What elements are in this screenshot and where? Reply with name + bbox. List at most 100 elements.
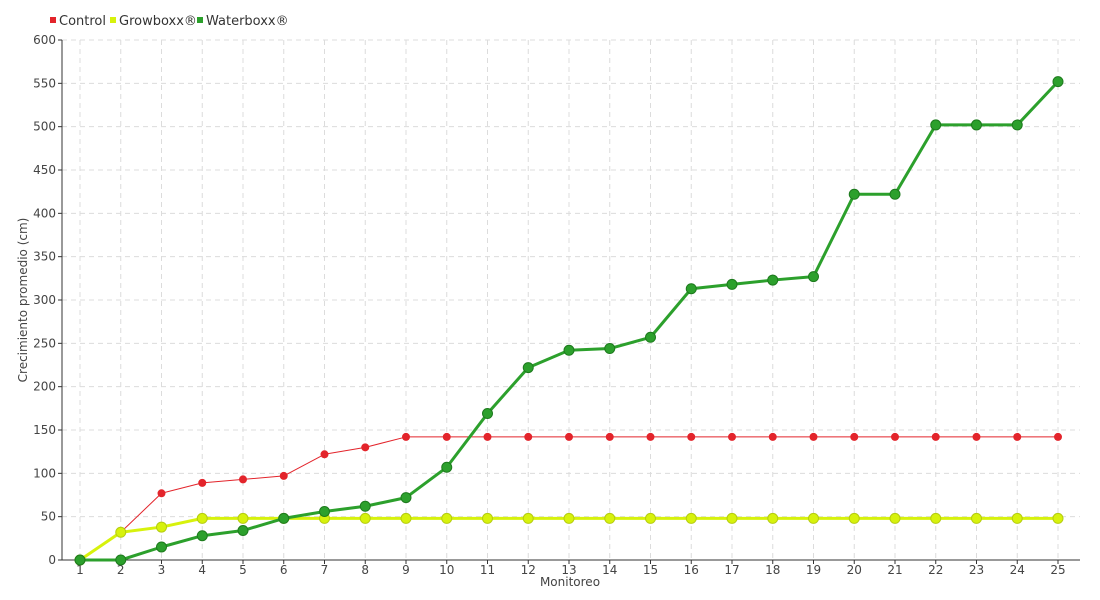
data-point <box>889 512 901 524</box>
data-point <box>848 512 860 524</box>
data-point <box>767 274 779 286</box>
data-point <box>156 541 167 553</box>
series-waterboxx <box>74 76 1064 566</box>
data-point <box>522 512 534 524</box>
data-point <box>726 512 738 524</box>
data-point <box>482 408 493 420</box>
data-point <box>971 512 982 524</box>
y-tick-label: 450 <box>33 163 56 177</box>
data-point <box>891 432 899 441</box>
data-point <box>359 500 371 512</box>
data-point <box>808 271 819 283</box>
legend-label: Waterboxx® <box>206 14 289 29</box>
x-tick-label: 1 <box>76 563 84 577</box>
x-tick-label: 8 <box>361 563 369 577</box>
data-point <box>319 505 330 517</box>
x-tick-label: 7 <box>321 563 329 577</box>
data-point <box>522 362 534 374</box>
y-axis-title: Crecimiento promedio (cm) <box>16 218 30 383</box>
x-tick-label: 3 <box>158 563 166 577</box>
x-tick-label: 9 <box>402 563 410 577</box>
data-point <box>930 119 942 131</box>
x-tick-label: 5 <box>239 563 247 577</box>
data-point <box>646 432 655 441</box>
x-tick-label: 20 <box>847 563 862 577</box>
data-point <box>359 512 371 524</box>
data-point <box>237 525 249 537</box>
data-point <box>687 432 696 441</box>
data-point <box>685 283 697 295</box>
x-tick-label: 15 <box>643 563 658 577</box>
data-point <box>1011 119 1023 131</box>
data-point <box>971 119 982 131</box>
data-point <box>931 432 940 441</box>
data-point <box>196 512 208 524</box>
legend-item-growboxx[interactable]: Growboxx® <box>110 14 197 29</box>
data-point <box>726 278 738 290</box>
y-tick-label: 200 <box>33 380 56 394</box>
x-tick-label: 2 <box>117 563 125 577</box>
data-point <box>728 432 736 441</box>
x-tick-label: 25 <box>1050 563 1065 577</box>
x-tick-label: 13 <box>561 563 576 577</box>
x-tick-label: 19 <box>806 563 821 577</box>
data-point <box>115 526 127 538</box>
y-tick-label: 100 <box>33 466 56 480</box>
data-point <box>157 489 166 498</box>
data-point <box>767 512 779 524</box>
data-point <box>196 530 208 542</box>
y-tick-label: 600 <box>33 33 56 47</box>
x-tick-label: 11 <box>480 563 495 577</box>
y-tick-label: 350 <box>33 250 56 264</box>
x-tick-label: 21 <box>887 563 902 577</box>
data-point <box>604 512 616 524</box>
x-tick-label: 12 <box>521 563 536 577</box>
data-point <box>115 554 127 566</box>
x-tick-label: 18 <box>765 563 780 577</box>
data-point <box>1013 432 1022 441</box>
data-point <box>402 432 410 441</box>
data-point <box>930 512 942 524</box>
data-point <box>400 512 412 524</box>
y-tick-label: 300 <box>33 293 56 307</box>
y-tick-label: 50 <box>41 510 56 524</box>
data-point <box>685 512 697 524</box>
data-point <box>239 475 247 484</box>
data-point <box>605 432 614 441</box>
data-point <box>565 432 573 441</box>
data-point <box>1052 76 1064 88</box>
data-point <box>1054 432 1062 441</box>
data-point <box>198 478 207 487</box>
series-group <box>74 76 1064 566</box>
x-axis-title: Monitoreo <box>540 575 600 589</box>
x-tick-label: 17 <box>724 563 739 577</box>
data-point <box>809 432 818 441</box>
data-point <box>278 512 290 524</box>
data-point <box>361 443 370 452</box>
data-point <box>400 492 412 504</box>
legend-item-control[interactable]: Control <box>50 14 106 29</box>
data-point <box>889 188 901 200</box>
data-point <box>563 344 575 356</box>
legend-swatch <box>110 17 116 23</box>
data-point <box>604 343 616 355</box>
data-point <box>74 554 86 566</box>
data-point <box>563 512 575 524</box>
y-tick-label: 150 <box>33 423 56 437</box>
x-tick-label: 14 <box>602 563 617 577</box>
data-point <box>320 450 329 459</box>
legend-item-waterboxx[interactable]: Waterboxx® <box>197 14 289 29</box>
data-point <box>156 521 167 533</box>
y-tick-label: 500 <box>33 120 56 134</box>
legend-swatch <box>197 17 203 23</box>
data-point <box>483 432 492 441</box>
data-point <box>524 432 533 441</box>
data-point <box>1052 512 1064 524</box>
y-tick-label: 0 <box>48 553 56 567</box>
data-point <box>441 512 453 524</box>
data-point <box>237 512 249 524</box>
y-tick-label: 550 <box>33 76 56 90</box>
